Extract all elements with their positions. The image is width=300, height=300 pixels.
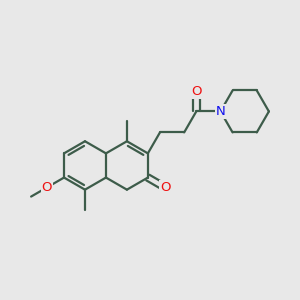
- Text: O: O: [160, 181, 170, 194]
- Text: N: N: [216, 105, 225, 118]
- Text: O: O: [191, 85, 202, 98]
- Text: O: O: [42, 181, 52, 194]
